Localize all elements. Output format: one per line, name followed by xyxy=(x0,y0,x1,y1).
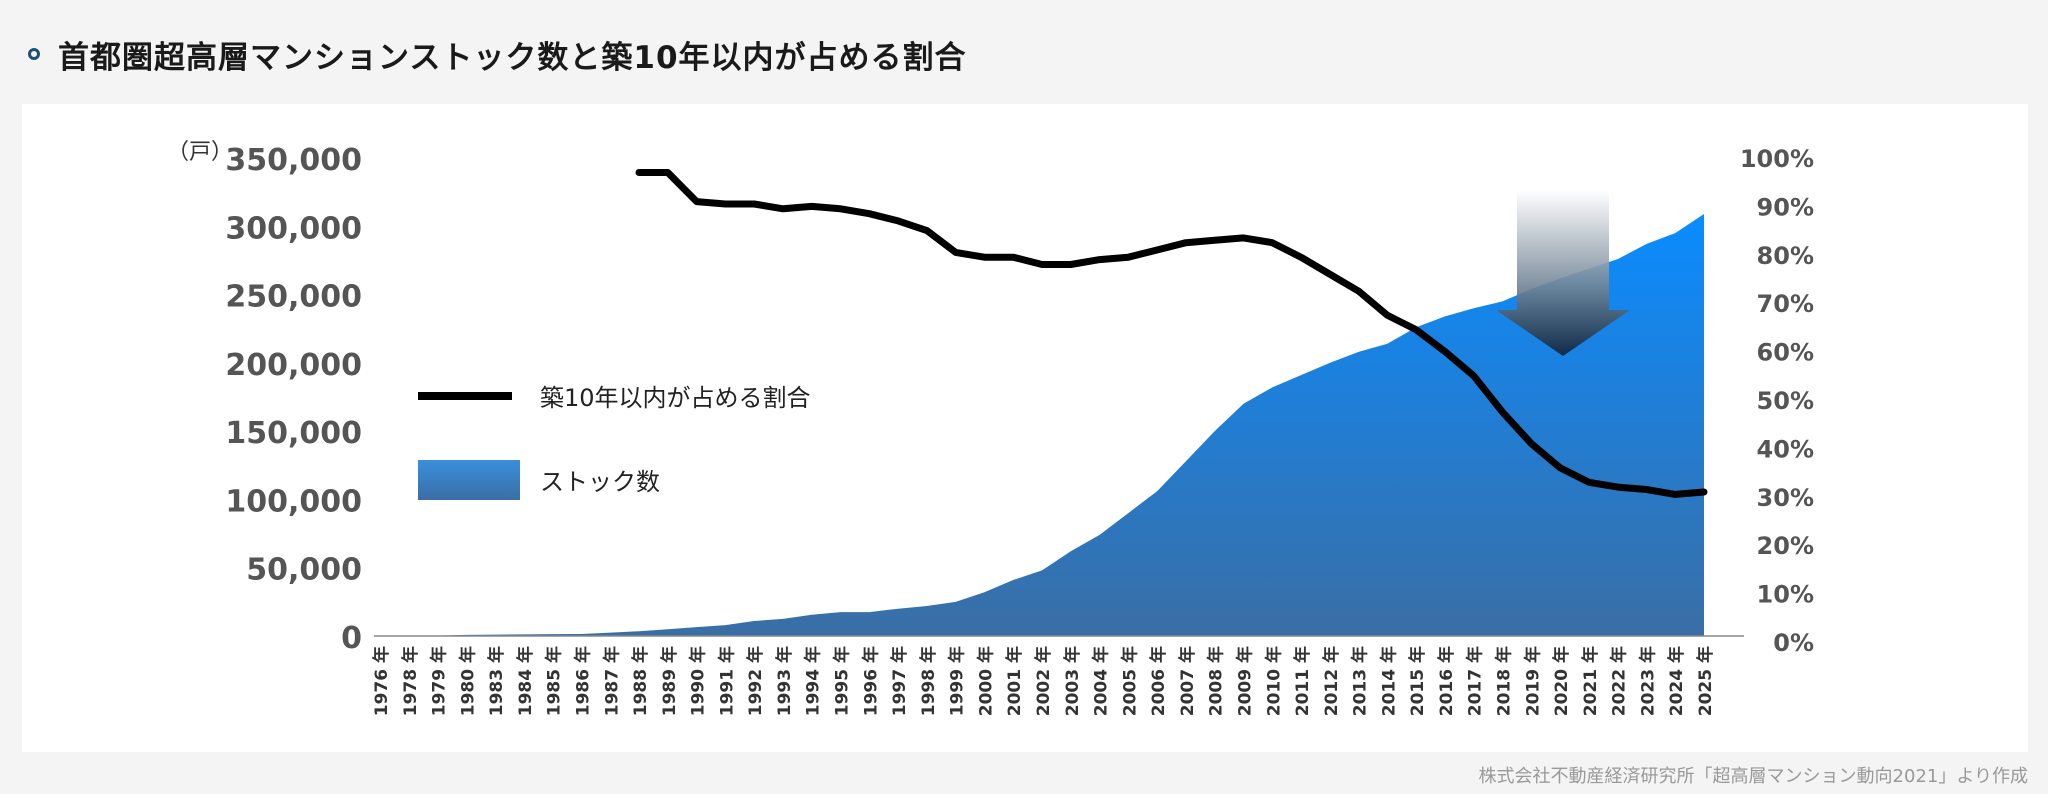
legend-area-swatch xyxy=(418,460,520,500)
left-tick-label: 200,000 xyxy=(225,348,362,383)
right-tick-label: 20% xyxy=(1757,532,1814,560)
chart-panel: （戸） 350,000 300,000 250,000 200,000 150,000 1… xyxy=(22,104,2028,752)
right-tick-label: 30% xyxy=(1757,484,1814,512)
right-tick-label: 90% xyxy=(1757,193,1814,221)
x-tick-label: 2021 年 xyxy=(1580,646,1601,716)
right-tick-label: 10% xyxy=(1757,581,1814,609)
plot-area xyxy=(374,169,1744,637)
left-tick-label: 50,000 xyxy=(246,553,362,588)
x-tick-label: 1999 年 xyxy=(947,646,968,716)
x-tick-label: 2005 年 xyxy=(1119,646,1140,716)
x-tick-label: 1984 年 xyxy=(515,646,536,716)
x-tick-label: 1986 年 xyxy=(572,646,593,716)
chart-svg: （戸） 350,000 300,000 250,000 200,000 150,000 1… xyxy=(167,140,1814,716)
x-tick-label: 1993 年 xyxy=(774,646,795,716)
x-tick-label: 2002 年 xyxy=(1033,646,1054,716)
x-tick-label: 2000 年 xyxy=(975,646,996,716)
x-tick-label: 2009 年 xyxy=(1234,646,1255,716)
x-tick-label: 1995 年 xyxy=(832,646,853,716)
left-tick-label: 0 xyxy=(341,621,362,656)
x-tick-label: 1987 年 xyxy=(601,646,622,716)
x-tick-label: 2016 年 xyxy=(1436,646,1457,716)
right-tick-label: 50% xyxy=(1757,387,1814,415)
x-tick-label: 2012 年 xyxy=(1321,646,1342,716)
left-tick-label: 100,000 xyxy=(225,484,362,519)
x-tick-label: 1980 年 xyxy=(457,646,478,716)
x-tick-label: 1988 年 xyxy=(630,646,651,716)
x-tick-label: 2019 年 xyxy=(1522,646,1543,716)
legend: 築10年以内が占める割合 ストック数 xyxy=(418,384,811,500)
x-tick-label: 2001 年 xyxy=(1004,646,1025,716)
left-tick-label: 300,000 xyxy=(225,211,362,246)
x-axis: 1976 年 1978 年 1979 年 1980 年 1983 年 1984 年 1985… xyxy=(371,646,1716,716)
x-tick-label: 2025 年 xyxy=(1695,646,1716,716)
x-tick-label: 2004 年 xyxy=(1091,646,1112,716)
x-tick-label: 2011 年 xyxy=(1292,646,1313,716)
right-tick-label: 40% xyxy=(1757,435,1814,463)
right-tick-label: 80% xyxy=(1757,242,1814,270)
x-tick-label: 2008 年 xyxy=(1206,646,1227,716)
x-tick-label: 2003 年 xyxy=(1062,646,1083,716)
left-axis-unit: （戸） xyxy=(167,140,233,165)
right-tick-label: 70% xyxy=(1757,290,1814,318)
x-tick-label: 2010 年 xyxy=(1263,646,1284,716)
legend-label-ratio: 築10年以内が占める割合 xyxy=(540,384,811,412)
x-tick-label: 2015 年 xyxy=(1407,646,1428,716)
right-tick-label: 100% xyxy=(1740,145,1814,173)
x-tick-label: 1997 年 xyxy=(889,646,910,716)
x-tick-label: 1978 年 xyxy=(400,646,421,716)
x-tick-label: 1994 年 xyxy=(803,646,824,716)
x-tick-label: 1991 年 xyxy=(716,646,737,716)
x-tick-label: 2018 年 xyxy=(1494,646,1515,716)
right-tick-label: 0% xyxy=(1773,629,1814,657)
series-line-ratio xyxy=(635,169,1708,498)
x-tick-label: 1979 年 xyxy=(429,646,450,716)
x-tick-label: 1990 年 xyxy=(688,646,709,716)
x-tick-label: 2006 年 xyxy=(1148,646,1169,716)
x-tick-label: 1996 年 xyxy=(860,646,881,716)
down-arrow-icon xyxy=(1496,190,1630,356)
x-tick-label: 1989 年 xyxy=(659,646,680,716)
left-axis: 350,000 300,000 250,000 200,000 150,000 100,0… xyxy=(225,143,362,656)
left-tick-label: 350,000 xyxy=(225,143,362,178)
left-tick-label: 150,000 xyxy=(225,416,362,451)
title-row: 首都圏超高層マンションストック数と築10年以内が占める割合 xyxy=(28,30,967,78)
x-tick-label: 2024 年 xyxy=(1666,646,1687,716)
chart-title: 首都圏超高層マンションストック数と築10年以内が占める割合 xyxy=(58,39,967,76)
x-tick-label: 1983 年 xyxy=(486,646,507,716)
right-tick-label: 60% xyxy=(1757,339,1814,367)
x-tick-label: 2017 年 xyxy=(1465,646,1486,716)
x-tick-label: 2013 年 xyxy=(1350,646,1371,716)
source-note: 株式会社不動産経済研究所「超高層マンション動向2021」より作成 xyxy=(1478,766,2028,787)
x-tick-label: 1985 年 xyxy=(544,646,565,716)
left-tick-label: 250,000 xyxy=(225,280,362,315)
x-tick-label: 2007 年 xyxy=(1177,646,1198,716)
x-tick-label: 1992 年 xyxy=(745,646,766,716)
legend-label-stock: ストック数 xyxy=(540,468,660,496)
series-area-stock xyxy=(380,214,1704,636)
x-tick-label: 2023 年 xyxy=(1637,646,1658,716)
x-tick-label: 2014 年 xyxy=(1378,646,1399,716)
right-axis: 100% 90% 80% 70% 60% 50% 40% 30% 20% 10% 0% xyxy=(1740,145,1814,657)
x-tick-label: 2020 年 xyxy=(1551,646,1572,716)
x-tick-label: 1976 年 xyxy=(371,646,392,716)
circle-bullet-icon xyxy=(28,48,40,60)
x-tick-label: 1998 年 xyxy=(918,646,939,716)
x-tick-label: 2022 年 xyxy=(1609,646,1630,716)
